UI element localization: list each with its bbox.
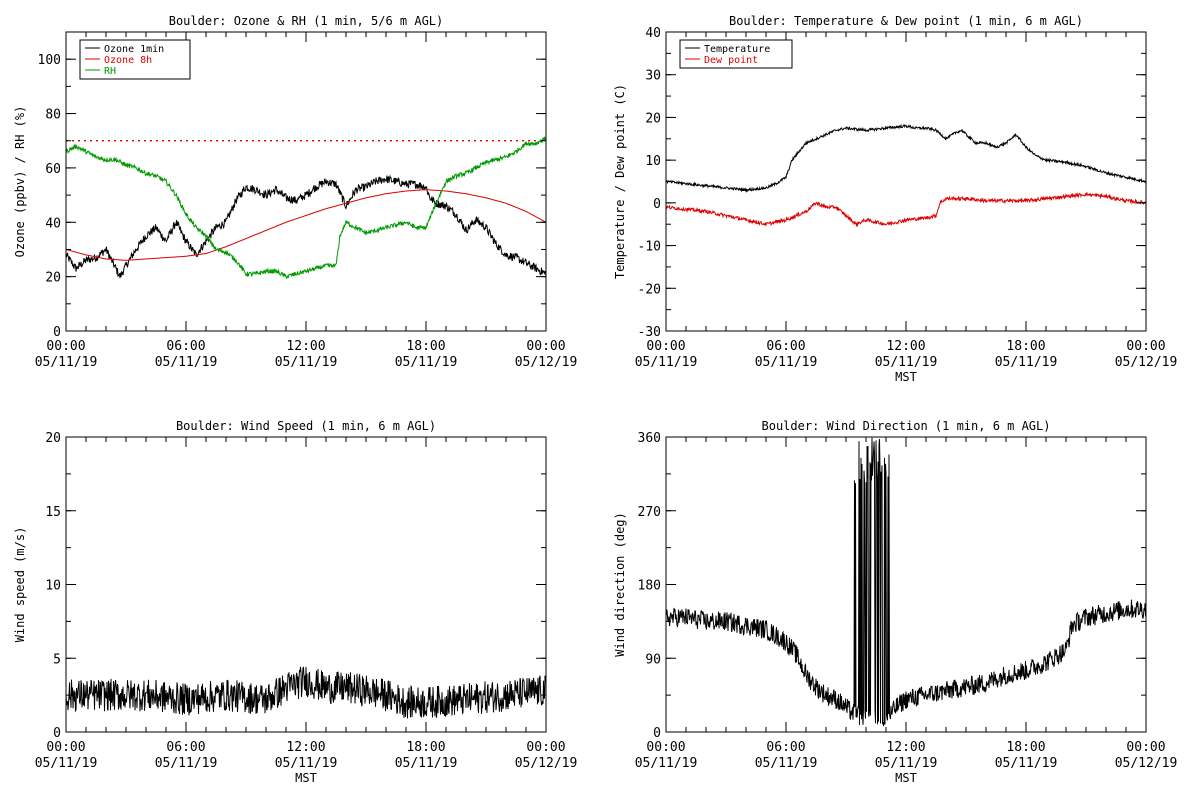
x-tick-label-time: 00:00 — [526, 339, 565, 354]
y-axis-label: Wind speed (m/s) — [13, 527, 27, 643]
chart-title: Boulder: Wind Speed (1 min, 6 m AGL) — [176, 419, 436, 433]
y-tick-label: 0 — [653, 726, 661, 741]
series-line-1 — [665, 123, 1147, 194]
y-tick-label: 20 — [645, 111, 661, 126]
series-line-2 — [65, 189, 547, 261]
x-tick-label-date: 05/11/19 — [755, 756, 818, 771]
x-tick-label-date: 05/11/19 — [995, 355, 1058, 370]
x-tick-label-date: 05/12/19 — [1115, 355, 1178, 370]
y-tick-label: 10 — [45, 579, 61, 594]
x-tick-label-date: 05/11/19 — [395, 355, 458, 370]
chart-panel-1: Boulder: Ozone & RH (1 min, 5/6 m AGL) 0 2… — [13, 14, 577, 370]
x-tick-label-time: 06:00 — [766, 339, 805, 354]
y-axis-label: Wind direction (deg) — [613, 512, 627, 657]
x-tick-label-date: 05/11/19 — [875, 355, 938, 370]
x-tick-label-date: 05/12/19 — [515, 355, 578, 370]
x-tick-label-time: 18:00 — [406, 339, 445, 354]
x-axis-label: MST — [895, 370, 917, 384]
x-tick-label-date: 05/12/19 — [515, 756, 578, 771]
y-tick-label: 30 — [645, 69, 661, 84]
y-tick-label: 20 — [45, 271, 61, 286]
y-tick-label: -30 — [638, 325, 661, 340]
x-tick-label-time: 12:00 — [286, 339, 325, 354]
x-tick-label-date: 05/11/19 — [875, 756, 938, 771]
x-tick-label-date: 05/11/19 — [35, 756, 98, 771]
x-tick-label-date: 05/11/19 — [635, 756, 698, 771]
x-tick-label-date: 05/11/19 — [275, 756, 338, 771]
y-tick-label: 60 — [45, 162, 61, 177]
x-tick-label-date: 05/11/19 — [755, 355, 818, 370]
x-tick-label-time: 00:00 — [646, 339, 685, 354]
x-tick-label-time: 00:00 — [526, 740, 565, 755]
x-tick-label-time: 00:00 — [1126, 740, 1165, 755]
y-tick-label: 100 — [38, 53, 61, 68]
x-tick-label-date: 05/11/19 — [155, 355, 218, 370]
legend-entry: Dew point — [704, 55, 758, 66]
chart-title: Boulder: Ozone & RH (1 min, 5/6 m AGL) — [169, 14, 444, 28]
y-tick-label: 360 — [638, 431, 661, 446]
series-line-3 — [65, 136, 547, 279]
x-tick-label-time: 12:00 — [286, 740, 325, 755]
series-line-2 — [665, 192, 1147, 228]
x-tick-label-date: 05/12/19 — [1115, 756, 1178, 771]
y-tick-label: 80 — [45, 108, 61, 123]
chart-title: Boulder: Wind Direction (1 min, 6 m AGL) — [762, 419, 1051, 433]
y-tick-label: 90 — [645, 652, 661, 667]
y-tick-label: 40 — [645, 26, 661, 41]
legend-box — [679, 39, 793, 69]
y-axis-label: Ozone (ppbv) / RH (%) — [13, 106, 27, 258]
y-tick-label: 0 — [53, 325, 61, 340]
x-tick-label-time: 00:00 — [46, 740, 85, 755]
y-tick-label: 40 — [45, 216, 61, 231]
y-tick-label: 10 — [645, 154, 661, 169]
x-tick-label-time: 18:00 — [1006, 339, 1045, 354]
x-tick-label-date: 05/11/19 — [155, 756, 218, 771]
y-tick-label: 20 — [45, 431, 61, 446]
x-tick-label-time: 06:00 — [166, 740, 205, 755]
x-tick-label-time: 06:00 — [166, 339, 205, 354]
y-tick-label: 270 — [638, 505, 661, 520]
series-line-1 — [665, 437, 1147, 727]
x-tick-label-time: 00:00 — [46, 339, 85, 354]
legend-entry: RH — [104, 66, 116, 77]
x-tick-label-date: 05/11/19 — [995, 756, 1058, 771]
legend-entry: Temperature — [704, 44, 770, 55]
x-axis-label: MST — [295, 771, 317, 785]
y-tick-label: 0 — [53, 726, 61, 741]
legend-entry: Ozone 8h — [104, 55, 152, 66]
y-tick-label: 15 — [45, 505, 61, 520]
x-tick-label-time: 18:00 — [1006, 740, 1045, 755]
x-tick-label-date: 05/11/19 — [275, 355, 338, 370]
x-tick-label-time: 00:00 — [1126, 339, 1165, 354]
y-tick-label: -10 — [638, 240, 661, 255]
y-tick-label: 5 — [53, 652, 61, 667]
chart-title: Boulder: Temperature & Dew point (1 min,… — [729, 14, 1083, 28]
series-line-1 — [65, 666, 547, 719]
x-tick-label-time: 00:00 — [646, 740, 685, 755]
y-tick-label: 180 — [638, 579, 661, 594]
legend-entry: Ozone 1min — [104, 44, 164, 55]
chart-panel-4: Boulder: Wind Direction (1 min, 6 m AGL)… — [613, 419, 1177, 785]
x-axis-label: MST — [895, 771, 917, 785]
x-tick-label-date: 05/11/19 — [635, 355, 698, 370]
x-tick-label-time: 06:00 — [766, 740, 805, 755]
series-line-1 — [65, 174, 547, 279]
chart-panel-2: Boulder: Temperature & Dew point (1 min,… — [613, 14, 1177, 384]
x-tick-label-time: 18:00 — [406, 740, 445, 755]
x-tick-label-time: 12:00 — [886, 740, 925, 755]
y-axis-label: Temperature / Dew point (C) — [613, 84, 627, 279]
x-tick-label-time: 12:00 — [886, 339, 925, 354]
chart-panel-3: Boulder: Wind Speed (1 min, 6 m AGL) 0 5 10… — [13, 419, 577, 785]
x-tick-label-date: 05/11/19 — [395, 756, 458, 771]
y-tick-label: 0 — [653, 197, 661, 212]
y-tick-label: -20 — [638, 282, 661, 297]
x-tick-label-date: 05/11/19 — [35, 355, 98, 370]
